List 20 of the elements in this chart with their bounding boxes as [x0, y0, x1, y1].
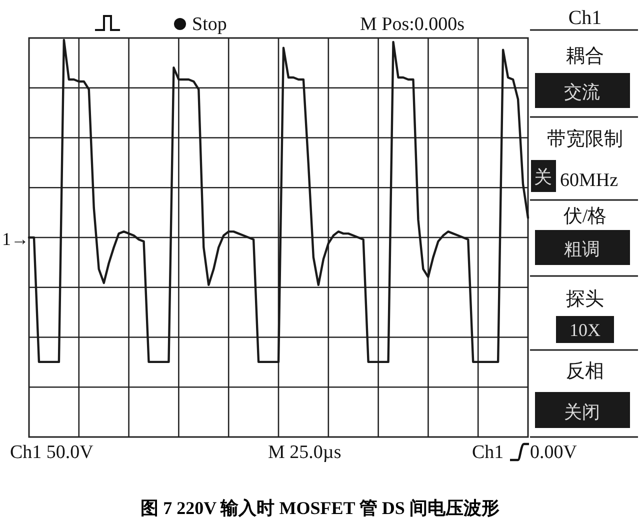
- text: 图 7 220V 输入时 MOSFET 管 DS 间电压波形: [140, 498, 500, 518]
- text: M Pos:0.000s: [360, 14, 465, 35]
- text: Ch1 50.0V: [10, 442, 94, 463]
- text: 粗调: [564, 239, 600, 259]
- text: 带宽限制: [547, 128, 623, 150]
- text: M 25.0µs: [268, 442, 342, 463]
- text: Stop: [192, 14, 227, 35]
- text: 反相: [566, 361, 604, 382]
- text: 关: [534, 167, 552, 187]
- text: 0.00V: [530, 442, 578, 463]
- text: 耦合: [566, 46, 604, 67]
- text: Ch1: [568, 7, 602, 29]
- text: 交流: [564, 82, 600, 102]
- text: 探头: [566, 289, 604, 310]
- annotation: 1→: [2, 229, 29, 249]
- text: 伏/格: [563, 206, 607, 227]
- text: 10X: [570, 320, 600, 340]
- text: 60MHz: [560, 170, 618, 191]
- text: 关闭: [564, 402, 600, 422]
- text: Ch1: [472, 442, 504, 463]
